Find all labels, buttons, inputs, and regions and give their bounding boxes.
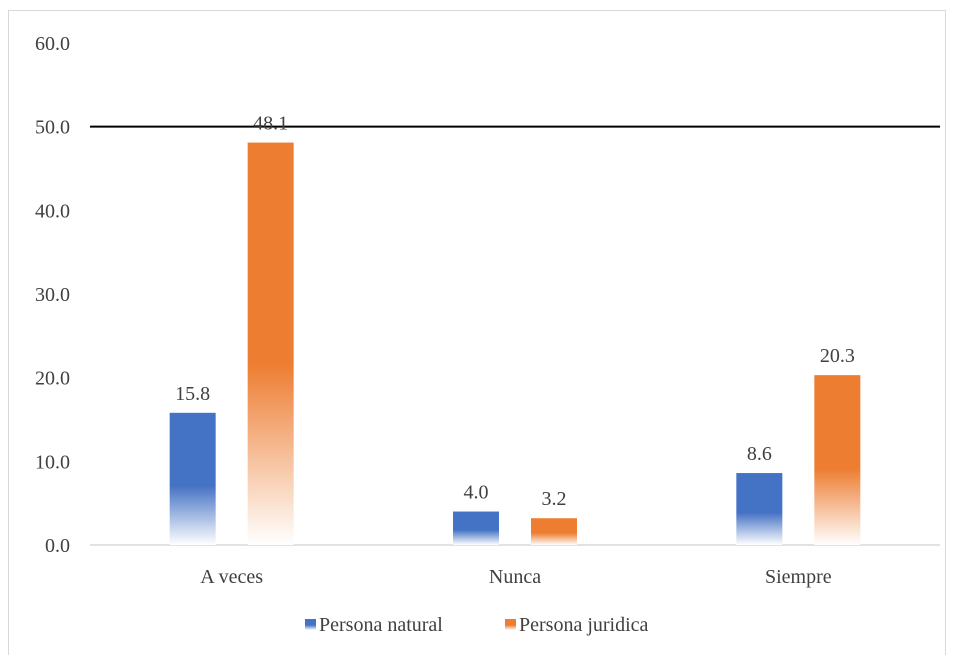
bar-juridica	[247, 142, 294, 545]
legend: Persona natural Persona juridica	[305, 614, 649, 636]
y-tick-label: 0.0	[45, 535, 70, 557]
category-label: Siempre	[765, 566, 832, 588]
data-labels: 15.8 48.1 4.0 3.2 8.6 20.3	[175, 113, 855, 511]
bar-natural	[736, 473, 783, 545]
bar-natural	[453, 511, 499, 545]
chart-frame	[8, 10, 946, 655]
y-tick-label: 40.0	[35, 200, 70, 222]
category-label: Nunca	[489, 566, 541, 588]
bar-natural	[169, 412, 216, 545]
y-tick-label: 20.0	[35, 368, 70, 390]
legend-swatch	[305, 619, 316, 630]
data-label: 15.8	[175, 383, 210, 405]
y-axis-ticks: 0.0 10.0 20.0 30.0 40.0 50.0 60.0	[35, 33, 70, 557]
category-label: A veces	[200, 566, 263, 588]
data-label: 4.0	[464, 482, 489, 504]
bar-juridica	[531, 518, 577, 545]
data-label: 20.3	[820, 345, 855, 367]
data-label: 8.6	[747, 443, 772, 465]
bar-juridica	[814, 375, 861, 545]
y-tick-label: 50.0	[35, 117, 70, 139]
y-tick-label: 10.0	[35, 451, 70, 473]
y-tick-label: 30.0	[35, 284, 70, 306]
legend-label: Persona natural	[319, 614, 443, 636]
data-label: 48.1	[253, 113, 288, 135]
legend-label: Persona juridica	[519, 614, 649, 636]
bars	[169, 142, 861, 545]
category-labels: A veces Nunca Siempre	[200, 566, 831, 588]
y-tick-label: 60.0	[35, 33, 70, 55]
data-label: 3.2	[542, 488, 567, 510]
legend-swatch	[505, 619, 516, 630]
